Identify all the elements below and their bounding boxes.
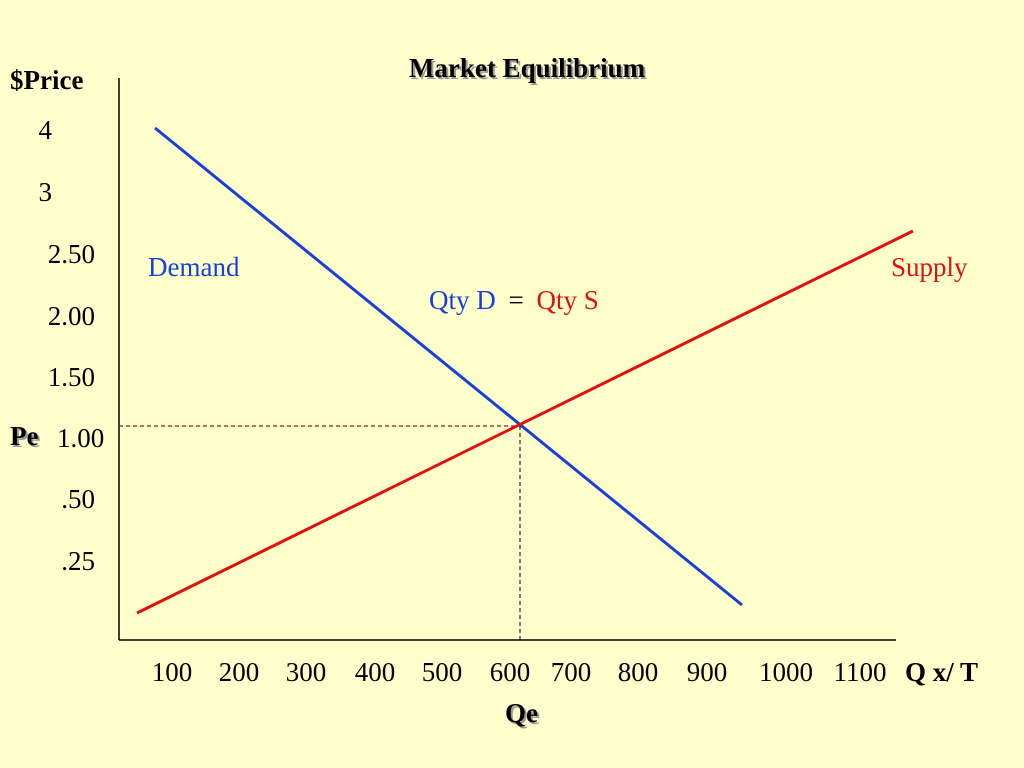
x-tick-labels: 100 200 300 400 500 600 700 800 900 1000 1100 bbox=[152, 657, 887, 687]
x-tick-label: 800 bbox=[618, 657, 659, 687]
y-tick-label: 2.50 bbox=[48, 239, 95, 269]
x-tick-label: 300 bbox=[286, 657, 327, 687]
x-tick-label: 200 bbox=[219, 657, 260, 687]
x-tick-label: 900 bbox=[687, 657, 728, 687]
demand-label: Demand bbox=[148, 252, 240, 282]
pe-label-shadow: Pe bbox=[12, 423, 40, 453]
x-tick-label: 700 bbox=[551, 657, 592, 687]
y-tick-label: .50 bbox=[61, 484, 95, 514]
qty-d-text: Qty D bbox=[429, 285, 496, 315]
x-tick-label: 500 bbox=[422, 657, 463, 687]
y-axis-label: $Price bbox=[10, 65, 83, 95]
equals-text: = bbox=[509, 285, 524, 315]
x-tick-label: 600 bbox=[490, 657, 531, 687]
y-tick-label: 4 bbox=[39, 115, 53, 145]
x-axis-label: Q x/ T bbox=[905, 657, 978, 687]
y-tick-label: 2.00 bbox=[48, 301, 95, 331]
pe-label: Pe bbox=[10, 421, 38, 451]
chart-title-shadow: Market Equilibrium bbox=[411, 55, 648, 85]
chart-title: Market Equilibrium bbox=[409, 53, 646, 83]
qe-label: Qe bbox=[505, 698, 538, 728]
supply-curve bbox=[136, 229, 914, 615]
y-tick-label: 1.50 bbox=[48, 362, 95, 392]
equilibrium-annotation: Qty D = Qty S bbox=[429, 285, 599, 315]
demand-curve bbox=[154, 126, 743, 607]
x-tick-label: 100 bbox=[152, 657, 193, 687]
supply-label: Supply bbox=[891, 252, 968, 282]
x-tick-label: 1100 bbox=[834, 657, 887, 687]
y-tick-label: 3 bbox=[39, 177, 53, 207]
qty-s-text: Qty S bbox=[536, 285, 598, 315]
y-tick-labels: 4 3 2.50 2.00 1.50 1.00 .50 .25 bbox=[39, 115, 105, 576]
qe-label-shadow: Qe bbox=[507, 700, 540, 730]
x-tick-label: 400 bbox=[355, 657, 396, 687]
x-tick-label: 1000 bbox=[759, 657, 813, 687]
y-tick-label: 1.00 bbox=[57, 423, 104, 453]
y-tick-label: .25 bbox=[61, 546, 95, 576]
